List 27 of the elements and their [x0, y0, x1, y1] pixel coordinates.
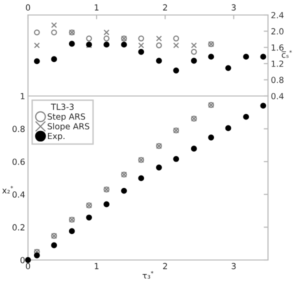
y-tick-label: 0 [20, 256, 25, 264]
x-tick-label: 0 [26, 262, 30, 270]
y2-tick-label: 1.6 [272, 44, 284, 51]
x-tick-label: 0 [26, 4, 30, 11]
y-tick-label: 0.4 [12, 191, 25, 198]
y-tick-label: 1 [20, 93, 24, 100]
legend-label: Exp. [48, 132, 64, 141]
x-axis-title: τ₃$^{*}$ [142, 270, 154, 279]
y2-tick-label: 2.4 [271, 12, 284, 18]
y2-tick-label: 1.2 [272, 60, 284, 67]
legend-title: TL3-3 [50, 104, 74, 110]
x-tick-label: 3 [232, 262, 236, 270]
y2-tick-label: 0.4 [271, 92, 284, 100]
x-tick-label: 2 [163, 262, 167, 270]
y2-tick-label: 0.8 [271, 76, 284, 84]
legend-label: Slope ARS [48, 122, 90, 132]
y-tick-label: 0.8 [12, 126, 25, 132]
y-tick-label: 0.2 [12, 224, 24, 230]
x-tick-label: 3 [232, 4, 236, 11]
y-axis-title: x₂$^{*}$ [2, 186, 14, 194]
y2-axis-title: c̅ₛ$^{*}$ [282, 50, 292, 58]
x-tick-label: 1 [94, 4, 98, 10]
y2-tick-label: 2.0 [271, 28, 284, 34]
x-tick-label: 2 [163, 4, 167, 10]
x-tick-label: 1 [94, 263, 98, 270]
legend-label: Step ARS [48, 113, 86, 122]
y-tick-label: 0.6 [12, 158, 25, 165]
